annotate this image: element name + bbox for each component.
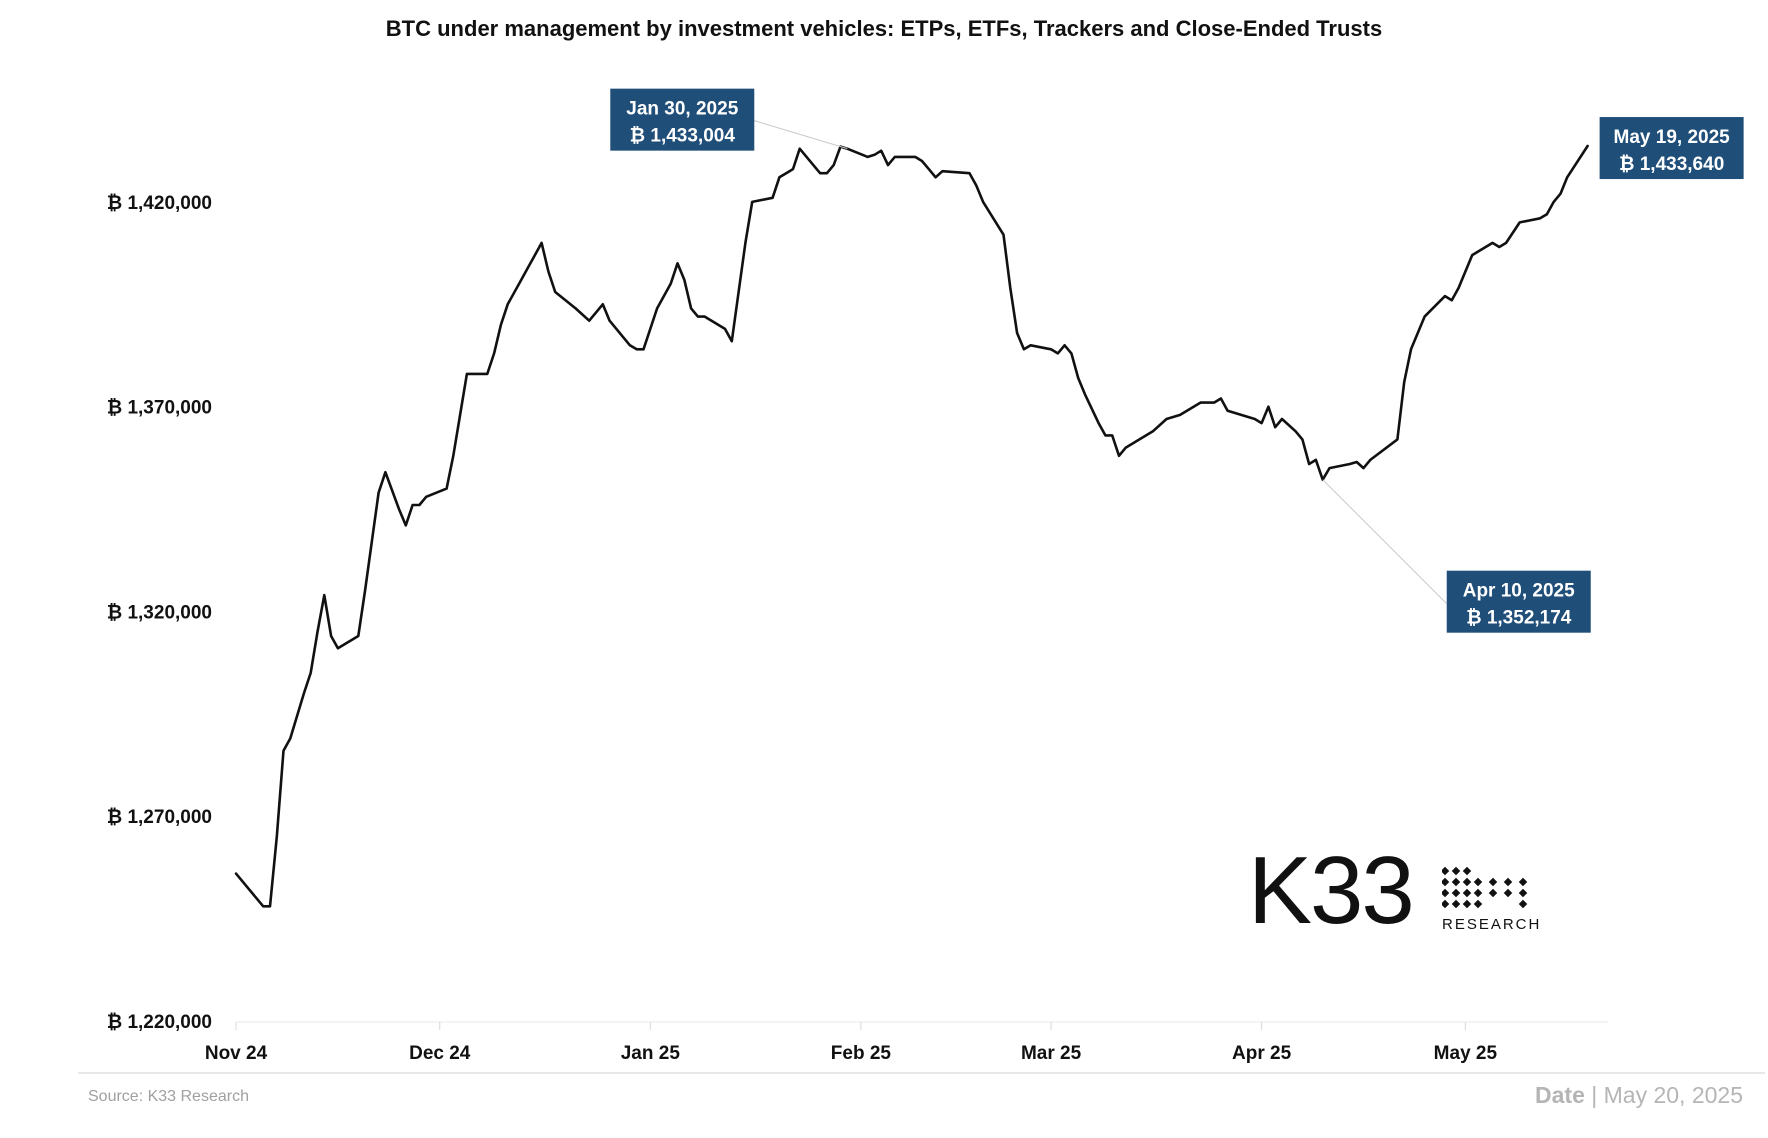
x-tick-label: Mar 25 [1021, 1043, 1082, 1064]
logo-dots-icon [1442, 866, 1528, 909]
annotation-value: ₿ 1,352,174 [1466, 608, 1572, 629]
publish-date: Date | May 20, 2025 [1535, 1082, 1743, 1109]
annotation-leader-line [1322, 479, 1448, 605]
k33-logo: K33 RESEARCH [1248, 837, 1542, 950]
series-layer [234, 144, 1589, 908]
y-tick-label: ₿ 1,420,000 [107, 193, 212, 214]
annotation-leader-line [754, 120, 848, 150]
annotation: Jan 30, 2025 ₿ 1,433,004 [610, 88, 848, 151]
x-tick-label: May 25 [1434, 1043, 1498, 1064]
logo-subtitle: RESEARCH [1442, 916, 1542, 933]
y-tick-label: ₿ 1,270,000 [107, 807, 212, 828]
annotation-date: Apr 10, 2025 [1463, 581, 1575, 602]
chart-title: BTC under management by investment vehic… [385, 16, 1383, 41]
y-tick-label: ₿ 1,370,000 [107, 398, 212, 419]
y-tick-label: ₿ 1,220,000 [107, 1012, 212, 1033]
x-axis: Nov 24 Dec 24 Jan 25 Feb 25 Mar 25 Apr 25 May … [78, 1021, 1765, 1074]
annotation-date: Jan 30, 2025 [626, 99, 738, 120]
annotation-layer: Jan 30, 2025 ₿ 1,433,004 May 19, 2025 ₿ 1,4… [610, 88, 1744, 633]
annotation-value: ₿ 1,433,004 [630, 126, 736, 147]
annotation: May 19, 2025 ₿ 1,433,640 [1599, 117, 1744, 180]
source-note: Source: K33 Research [88, 1088, 249, 1105]
x-tick-label: Jan 25 [621, 1043, 681, 1064]
annotation-box [1599, 117, 1744, 180]
annotation-value: ₿ 1,433,640 [1619, 154, 1724, 175]
logo-wordmark: K33 [1248, 837, 1415, 944]
x-tick-label: Nov 24 [205, 1043, 268, 1064]
y-axis: ₿ 1,220,000 ₿ 1,270,000 ₿ 1,320,000 ₿ 1,370… [107, 193, 212, 1033]
annotation-box [610, 88, 755, 151]
date-label: Date [1535, 1082, 1585, 1108]
series-line [234, 144, 1589, 908]
annotation-date: May 19, 2025 [1614, 127, 1731, 148]
x-tick-label: Feb 25 [831, 1043, 892, 1064]
date-value: | May 20, 2025 [1584, 1082, 1743, 1108]
x-tick-label: Dec 24 [409, 1043, 471, 1064]
annotation-box [1446, 570, 1591, 633]
annotation: Apr 10, 2025 ₿ 1,352,174 [1322, 479, 1591, 633]
y-tick-label: ₿ 1,320,000 [107, 602, 212, 623]
x-tick-label: Apr 25 [1232, 1043, 1292, 1064]
